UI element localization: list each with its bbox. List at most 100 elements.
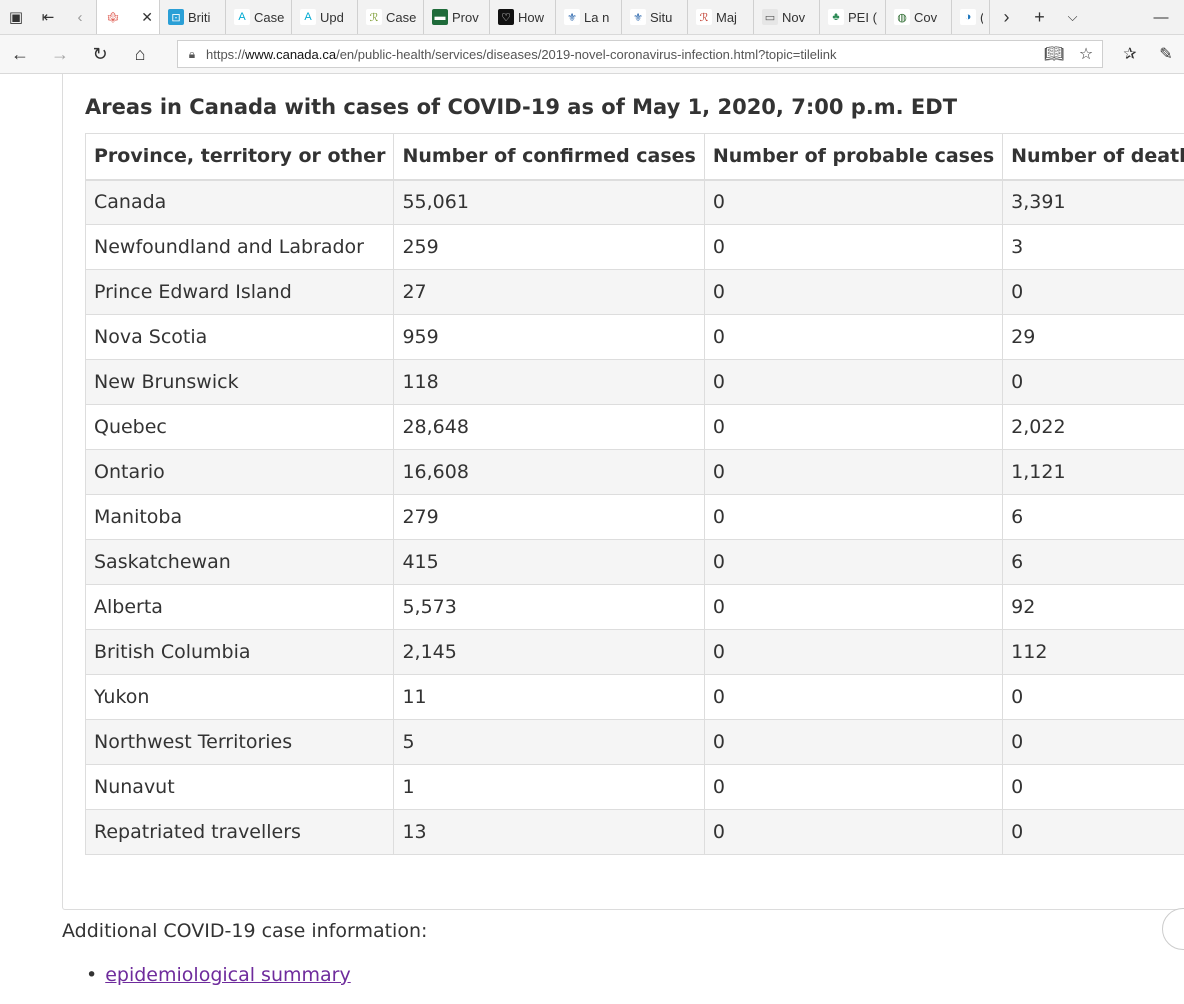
table-row: Ontario 16,608 0 1,121 (84, 449, 1184, 495)
manitoba-logo-icon: ▬ (432, 9, 448, 25)
table-cell: 0 (703, 494, 1004, 540)
tab-strip: ▣ ⇤ ‹ 🍁︎ ✕ ⊡ Briti A Case A Upd ℛ Case ▬ Prov ♡ How ⚜ L… (0, 0, 1184, 35)
table-cell: Quebec (84, 404, 395, 450)
table-cell: 27 (393, 269, 705, 315)
table-cell: 16,608 (393, 449, 705, 495)
browser-tab[interactable]: ⚜ Situ (622, 0, 688, 34)
table-cell: 118 (393, 359, 705, 405)
browser-tab[interactable]: ♡ How (490, 0, 556, 34)
table-cell: Saskatchewan (84, 539, 395, 585)
yukon-logo-icon: ◑ (960, 9, 976, 25)
address-bar[interactable]: 🔒︎ https://www.canada.ca/en/public-healt… (177, 40, 1103, 68)
back-arrow-icon[interactable]: ← (11, 43, 29, 64)
tab-manager-icon[interactable]: ▣ (8, 9, 24, 26)
table-cell: 2,145 (393, 629, 705, 675)
table-cell: Ontario (84, 449, 395, 495)
table-cell: British Columbia (84, 629, 395, 675)
table-cell: 0 (1002, 764, 1184, 810)
favorite-star-icon[interactable]: ☆ (1078, 46, 1094, 63)
table-cell: 0 (703, 764, 1004, 810)
browser-tab[interactable]: 🍁︎ ✕ (96, 0, 160, 34)
table-cell: 1 (393, 764, 705, 810)
browser-tab[interactable]: ◍ Cov (886, 0, 952, 34)
url-text[interactable]: https://www.canada.ca/en/public-health/s… (206, 46, 837, 62)
table-cell: 0 (703, 224, 1004, 270)
table-cell: 0 (703, 179, 1004, 225)
table-cell: 959 (393, 314, 705, 360)
tab-label: Maj (716, 9, 737, 25)
browser-tab[interactable]: ℛ Maj (688, 0, 754, 34)
lock-icon[interactable]: 🔒︎ (188, 46, 196, 61)
browser-tab[interactable]: ▬ Prov (424, 0, 490, 34)
refresh-icon[interactable]: ↻ (92, 43, 108, 64)
browser-tab[interactable]: A Case (226, 0, 292, 34)
table-cell: 3 (1002, 224, 1184, 270)
table-cell: 55,061 (393, 179, 705, 225)
scroll-tabs-left-icon[interactable]: ‹ (77, 8, 83, 26)
table-cell: 0 (1002, 809, 1184, 855)
set-tabs-aside-icon[interactable]: ⇤ (41, 9, 55, 26)
table-cell: 5 (393, 719, 705, 765)
feedback-button[interactable] (1162, 908, 1184, 950)
nb-logo-icon: ℛ (696, 9, 712, 25)
table-row: Quebec 28,648 0 2,022 (84, 404, 1184, 450)
alberta-logo-icon: A (300, 9, 316, 25)
new-tab-icon[interactable]: + (1034, 6, 1045, 27)
additional-info-label: Additional COVID-19 case information: (62, 920, 428, 942)
minimize-icon[interactable]: — (1153, 8, 1169, 26)
pei-logo-icon: ♣ (828, 9, 844, 25)
table-cell: 13 (393, 809, 705, 855)
nl-logo-icon: ◍ (894, 9, 910, 25)
browser-tab[interactable]: ▭ Nov (754, 0, 820, 34)
browser-tab[interactable]: A Upd (292, 0, 358, 34)
table-cell: 0 (703, 449, 1004, 495)
tab-label: Case (386, 9, 417, 25)
epidemiological-summary-link[interactable]: epidemiological summary (105, 964, 351, 986)
browser-tab[interactable]: ⚜ La n (556, 0, 622, 34)
table-cell: Newfoundland and Labrador (84, 224, 395, 270)
table-cell: 3,391 (1002, 179, 1184, 225)
table-cell: 0 (703, 314, 1004, 360)
table-row: Manitoba 279 0 6 (84, 494, 1184, 540)
tab-label: La n (584, 9, 610, 25)
tab-label: How (518, 9, 545, 25)
reading-view-icon[interactable]: 📖︎ (1043, 46, 1065, 63)
forward-arrow-icon[interactable]: → (51, 43, 69, 64)
table-cell: 112 (1002, 629, 1184, 675)
ontario-logo-icon: ♡ (498, 9, 514, 25)
browser-tab[interactable]: ♣ PEI ( (820, 0, 886, 34)
tab-label: PEI ( (848, 9, 877, 25)
column-header: Province, territory or other (84, 133, 395, 180)
tab-preview-chevron-down-icon[interactable]: ⌵ (1067, 9, 1078, 24)
saskatchewan-logo-icon: ℛ (366, 9, 382, 25)
close-tab-icon[interactable]: ✕ (141, 8, 153, 25)
table-cell: 1,121 (1002, 449, 1184, 495)
table-cell: 0 (703, 809, 1004, 855)
table-row: Alberta 5,573 0 92 (84, 584, 1184, 630)
table-row: British Columbia 2,145 0 112 (84, 629, 1184, 675)
browser-tab[interactable]: ⊡ Briti (160, 0, 226, 34)
table-cell: Northwest Territories (84, 719, 395, 765)
favorites-list-icon[interactable]: ✰ (1123, 46, 1137, 63)
notes-pen-icon[interactable]: ✎ (1159, 46, 1173, 63)
alberta-logo-icon: A (234, 9, 250, 25)
table-cell: 92 (1002, 584, 1184, 630)
table-cell: Alberta (84, 584, 395, 630)
home-icon[interactable]: ⌂ (134, 43, 146, 64)
table-cell: Nova Scotia (84, 314, 395, 360)
table-cell: 0 (703, 269, 1004, 315)
table-row: New Brunswick 118 0 0 (84, 359, 1184, 405)
browser-tab[interactable]: ◑( (952, 0, 990, 34)
table-cell: 279 (393, 494, 705, 540)
table-row: Prince Edward Island 27 0 0 (84, 269, 1184, 315)
browser-tab[interactable]: ℛ Case (358, 0, 424, 34)
table-row: Yukon 11 0 0 (84, 674, 1184, 720)
table-cell: Manitoba (84, 494, 395, 540)
table-row: Canada 55,061 0 3,391 (84, 179, 1184, 225)
table-cell: 415 (393, 539, 705, 585)
scroll-tabs-right-icon[interactable]: › (1003, 6, 1010, 27)
list-item: epidemiological summary (86, 964, 351, 986)
table-cell: Yukon (84, 674, 395, 720)
table-cell: Canada (84, 179, 395, 225)
table-cell: Prince Edward Island (84, 269, 395, 315)
